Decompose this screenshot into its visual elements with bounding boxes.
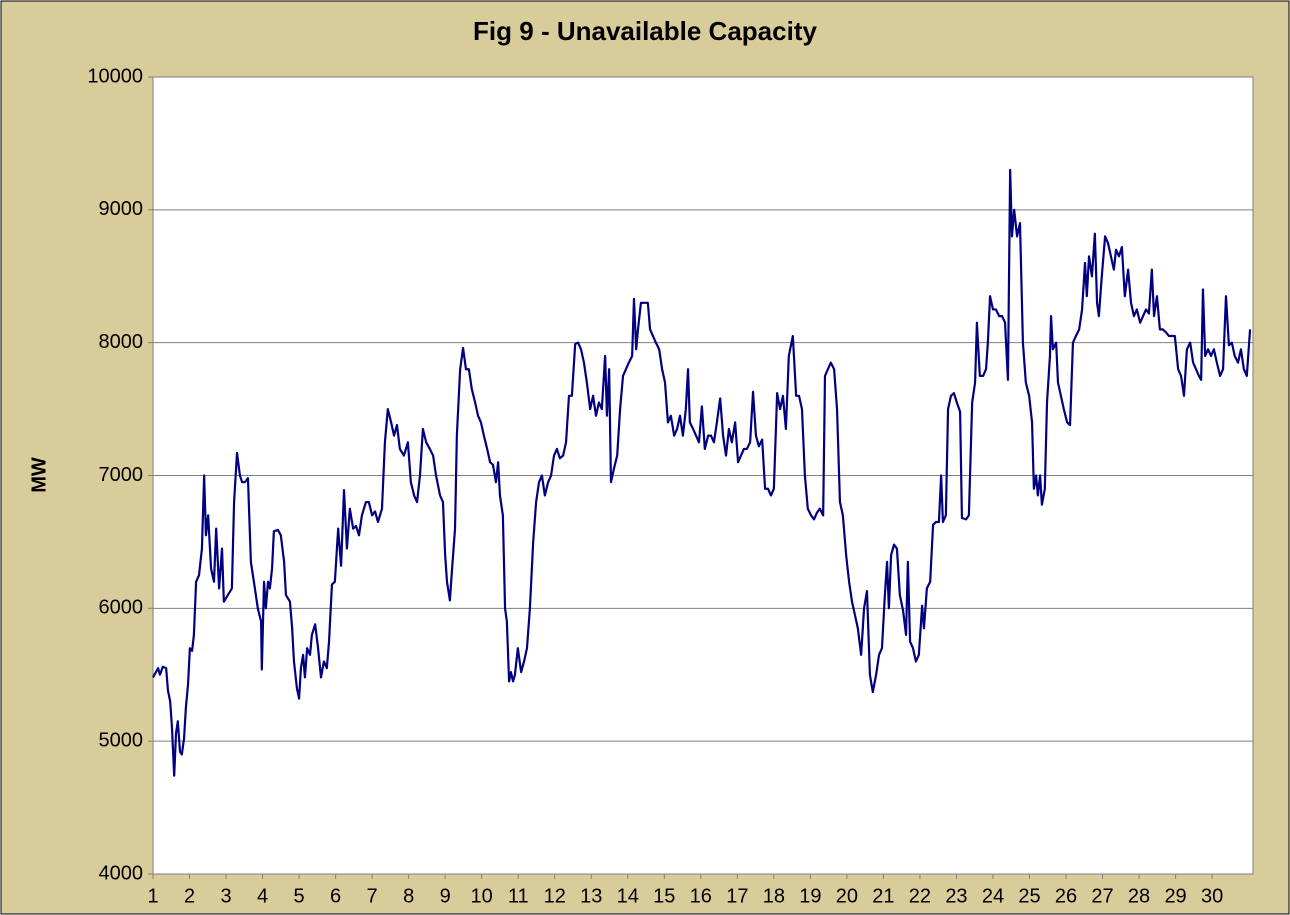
x-tick-label: 17 — [726, 885, 748, 907]
x-tick-label: 21 — [872, 885, 894, 907]
y-tick-label: 4000 — [99, 862, 144, 884]
data-line — [152, 168, 1252, 777]
x-tick-label: 19 — [799, 885, 821, 907]
x-tick-label: 3 — [220, 885, 231, 907]
x-tick-label: 8 — [403, 885, 414, 907]
x-tick-label: 28 — [1128, 885, 1150, 907]
y-tick-label: 9000 — [99, 198, 144, 220]
y-tick-label: 5000 — [99, 729, 144, 751]
x-tick-label: 1 — [147, 885, 158, 907]
y-axis-label: MW — [28, 457, 50, 493]
x-tick-label: 6 — [330, 885, 341, 907]
x-tick-label: 30 — [1201, 885, 1223, 907]
x-tick-label: 25 — [1018, 885, 1040, 907]
x-tick-label: 20 — [836, 885, 858, 907]
x-tick-label: 13 — [580, 885, 602, 907]
chart-title: Fig 9 - Unavailable Capacity — [473, 16, 817, 46]
y-tick-label: 7000 — [99, 464, 144, 486]
x-tick-label: 26 — [1055, 885, 1077, 907]
x-tick-label: 2 — [184, 885, 195, 907]
x-tick-label: 15 — [653, 885, 675, 907]
x-tick-label: 23 — [945, 885, 967, 907]
x-tick-label: 22 — [909, 885, 931, 907]
x-tick-label: 27 — [1091, 885, 1113, 907]
x-tick-label: 18 — [763, 885, 785, 907]
x-tick-label: 5 — [294, 885, 305, 907]
x-tick-label: 4 — [257, 885, 268, 907]
x-tick-label: 11 — [508, 885, 529, 907]
x-tick-label: 12 — [544, 885, 566, 907]
x-tick-label: 24 — [982, 885, 1004, 907]
x-tick-label: 16 — [690, 885, 712, 907]
x-tick-label: 14 — [617, 885, 639, 907]
y-tick-label: 6000 — [99, 597, 144, 619]
y-tick-label: 8000 — [99, 331, 144, 353]
y-tick-label: 10000 — [87, 65, 143, 87]
x-tick-label: 10 — [471, 885, 493, 907]
x-tick-label: 29 — [1164, 885, 1186, 907]
x-tick-label: 7 — [367, 885, 378, 907]
x-tick-label: 9 — [440, 885, 451, 907]
